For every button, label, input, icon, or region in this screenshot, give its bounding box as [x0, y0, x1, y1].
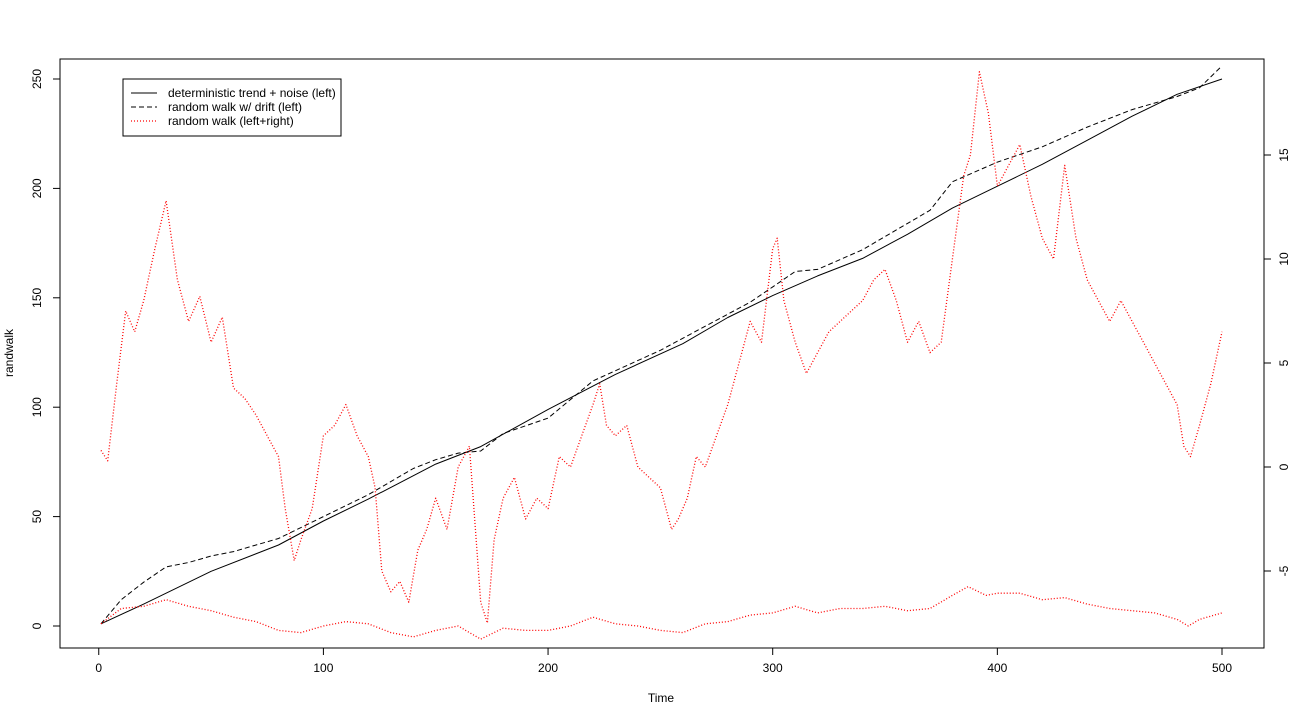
- legend-label-drift: random walk w/ drift (left): [168, 100, 302, 114]
- x-tick-label: 100: [313, 661, 333, 675]
- y-axis-title: randwalk: [2, 328, 16, 377]
- y-right-tick-label: 15: [1277, 148, 1291, 162]
- x-axis-title: Time: [648, 691, 675, 705]
- x-tick-label: 0: [95, 661, 102, 675]
- x-tick-label: 300: [763, 661, 783, 675]
- y-right-tick-label: 0: [1277, 463, 1291, 470]
- series-trend-line: [100, 78, 1223, 625]
- x-tick-label: 500: [1212, 661, 1232, 675]
- y-left-tick-label: 100: [30, 397, 44, 417]
- y-axis-right: -5 0 5 10 15: [1264, 148, 1291, 576]
- x-tick-label: 200: [538, 661, 558, 675]
- y-left-tick-label: 50: [30, 510, 44, 524]
- y-left-tick-label: 150: [30, 287, 44, 307]
- legend-box: [122, 78, 342, 137]
- series-randomwalk-right-line: [100, 71, 1223, 624]
- series-drift-line: [100, 65, 1223, 625]
- x-tick-label: 400: [987, 661, 1007, 675]
- y-right-tick-label: -5: [1277, 565, 1291, 576]
- legend: deterministic trend + noise (left) rando…: [122, 78, 342, 137]
- series-layer: [100, 65, 1223, 640]
- y-axis-left: 0 50 100 150 200 250: [30, 69, 60, 629]
- y-right-tick-label: 10: [1277, 252, 1291, 266]
- legend-label-trend: deterministic trend + noise (left): [168, 86, 336, 100]
- legend-label-randomwalk: random walk (left+right): [168, 114, 294, 128]
- y-left-tick-label: 200: [30, 178, 44, 198]
- y-left-tick-label: 250: [30, 69, 44, 89]
- x-axis: 0 100 200 300 400 500: [95, 647, 1232, 675]
- y-right-tick-label: 5: [1277, 359, 1291, 366]
- y-left-tick-label: 0: [30, 622, 44, 629]
- series-randomwalk-left-line: [100, 585, 1223, 640]
